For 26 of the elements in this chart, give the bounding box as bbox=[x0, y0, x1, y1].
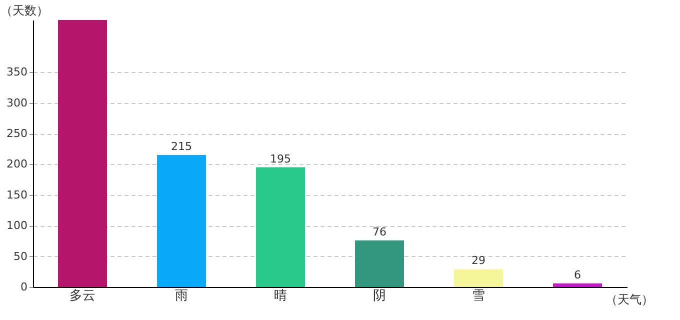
y-axis-title: （天数） bbox=[0, 4, 48, 18]
x-tick-label: 晴 bbox=[274, 288, 287, 304]
y-tick-label: 250 bbox=[6, 127, 28, 140]
x-axis-title: （天气） bbox=[606, 292, 654, 306]
bar bbox=[553, 283, 602, 287]
y-tick-label: 150 bbox=[6, 188, 28, 202]
bar bbox=[355, 240, 404, 287]
y-tick-label: 300 bbox=[6, 96, 28, 110]
bar bbox=[454, 269, 503, 287]
data-label: 6 bbox=[574, 268, 581, 282]
data-label: 215 bbox=[171, 140, 192, 154]
y-tick-label: 0 bbox=[20, 280, 28, 294]
bar bbox=[58, 20, 107, 287]
x-tick-label: 雪 bbox=[472, 288, 485, 304]
x-tick-label: 阴 bbox=[373, 288, 386, 304]
y-tick-label: 50 bbox=[14, 250, 28, 263]
data-label: 195 bbox=[270, 152, 291, 166]
x-tick-label: 多云 bbox=[70, 288, 96, 304]
x-tick-label: 雨 bbox=[175, 288, 188, 304]
y-tick-label: 350 bbox=[6, 66, 28, 79]
y-tick-label: 100 bbox=[6, 219, 28, 232]
y-tick-label: 200 bbox=[6, 158, 28, 171]
data-label: 76 bbox=[372, 225, 386, 238]
data-label: 29 bbox=[472, 254, 486, 268]
bar bbox=[256, 167, 305, 287]
bar bbox=[157, 155, 206, 287]
